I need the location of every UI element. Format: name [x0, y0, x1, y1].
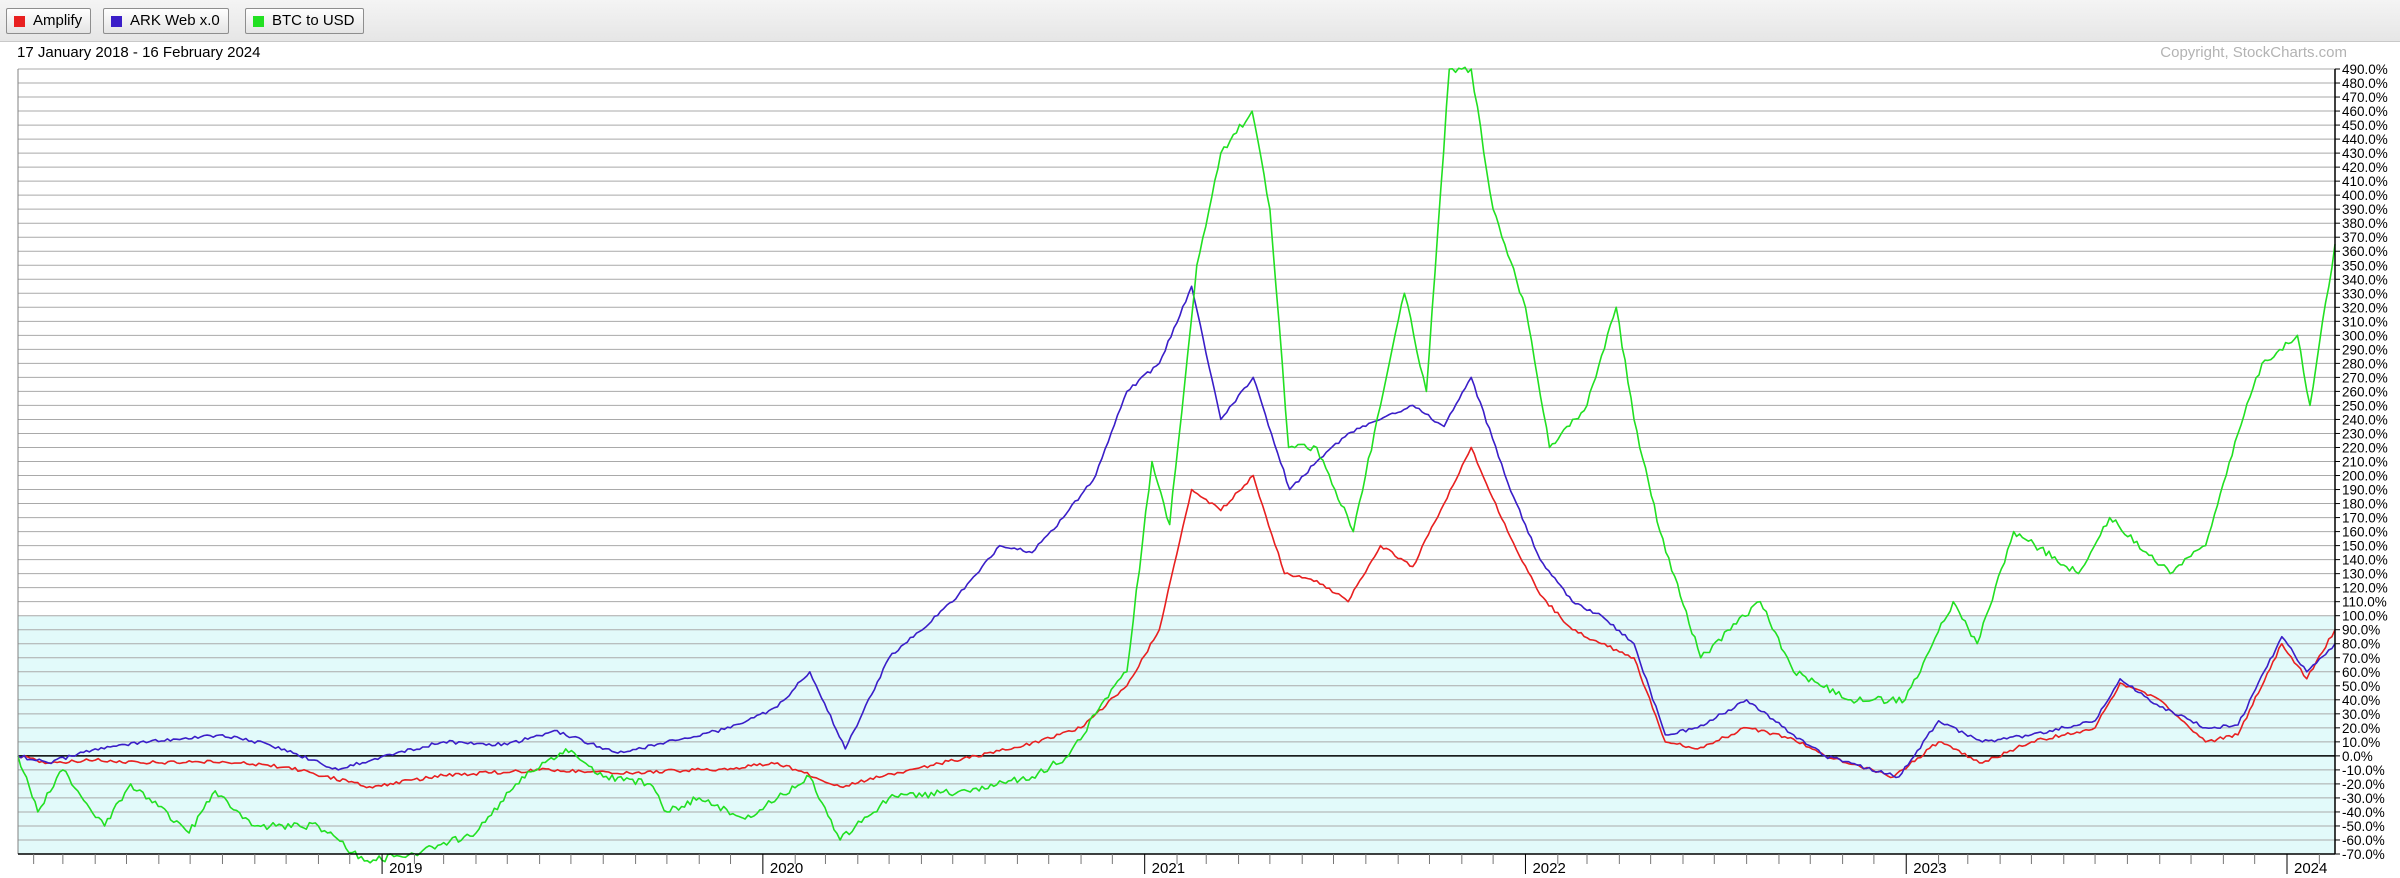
- y-axis-tick-labels: -70.0%-60.0%-50.0%-40.0%-30.0%-20.0%-10.…: [2335, 62, 2388, 862]
- y-tick-label: 110.0%: [2342, 595, 2387, 610]
- y-tick-label: 380.0%: [2342, 216, 2388, 231]
- x-axis-tick-labels: 2019 2020 2021 2022 2023 2024: [33, 854, 2327, 877]
- y-tick-label: -60.0%: [2342, 833, 2385, 848]
- y-tick-label: 0.0%: [2342, 749, 2373, 764]
- y-tick-label: 200.0%: [2342, 469, 2388, 484]
- y-tick-label: 410.0%: [2342, 174, 2388, 189]
- legend-swatch-ark-web: [111, 15, 122, 27]
- legend-label-amplify: Amplify: [33, 12, 83, 29]
- y-tick-label: 480.0%: [2342, 76, 2388, 91]
- x-tick-label: 2019: [389, 860, 422, 877]
- plot-bg-lower: [18, 615, 2335, 854]
- legend-bar: Amplify ARK Web x.0 BTC to USD: [0, 0, 2400, 42]
- y-tick-label: 230.0%: [2342, 426, 2388, 441]
- y-tick-label: 60.0%: [2342, 665, 2380, 680]
- series-lines: [17, 66, 2336, 864]
- y-tick-label: 390.0%: [2342, 202, 2388, 217]
- y-tick-label: 150.0%: [2342, 539, 2388, 554]
- series-line-btc-to-usd: [17, 66, 2336, 864]
- y-tick-label: 10.0%: [2342, 735, 2380, 750]
- y-tick-label: 250.0%: [2342, 398, 2388, 413]
- copyright-notice: Copyright, StockCharts.com: [2160, 44, 2347, 61]
- legend-item-amplify[interactable]: Amplify: [6, 8, 92, 34]
- y-tick-label: 180.0%: [2342, 497, 2388, 512]
- y-tick-label: -30.0%: [2342, 791, 2385, 806]
- y-tick-label: 400.0%: [2342, 188, 2388, 203]
- y-tick-label: 490.0%: [2342, 62, 2388, 77]
- y-tick-label: 340.0%: [2342, 272, 2388, 287]
- y-tick-label: 430.0%: [2342, 146, 2388, 161]
- y-tick-label: 450.0%: [2342, 118, 2388, 133]
- y-tick-label: 130.0%: [2342, 567, 2388, 582]
- y-tick-label: 210.0%: [2342, 455, 2388, 470]
- x-tick-label: 2020: [770, 860, 803, 877]
- series-line-ark-web-x-0: [17, 285, 2336, 779]
- y-tick-label: 190.0%: [2342, 483, 2388, 498]
- y-tick-label: 40.0%: [2342, 693, 2380, 708]
- x-tick-label: 2022: [1532, 860, 1565, 877]
- y-tick-label: 80.0%: [2342, 637, 2380, 652]
- y-tick-label: -10.0%: [2342, 763, 2385, 778]
- y-tick-label: 330.0%: [2342, 286, 2388, 301]
- y-tick-label: 100.0%: [2342, 609, 2388, 624]
- y-tick-label: 140.0%: [2342, 553, 2388, 568]
- y-tick-label: 260.0%: [2342, 384, 2388, 399]
- plot-background: [18, 69, 2335, 854]
- plot-bg-upper: [18, 69, 2335, 616]
- y-tick-label: 290.0%: [2342, 342, 2388, 357]
- legend-item-ark-web[interactable]: ARK Web x.0: [103, 8, 229, 34]
- y-tick-label: 280.0%: [2342, 356, 2388, 371]
- y-tick-label: 70.0%: [2342, 651, 2380, 666]
- y-tick-label: 460.0%: [2342, 104, 2388, 119]
- y-tick-label: 300.0%: [2342, 328, 2388, 343]
- y-tick-label: 420.0%: [2342, 160, 2388, 175]
- y-tick-label: 360.0%: [2342, 244, 2388, 259]
- series-line-amplify: [17, 446, 2336, 789]
- y-tick-label: 220.0%: [2342, 440, 2388, 455]
- y-tick-label: 50.0%: [2342, 679, 2380, 694]
- y-tick-label: 320.0%: [2342, 300, 2388, 315]
- y-tick-label: -40.0%: [2342, 805, 2385, 820]
- y-tick-label: -20.0%: [2342, 777, 2385, 792]
- x-tick-label: 2024: [2294, 860, 2327, 877]
- legend-swatch-amplify: [14, 15, 25, 27]
- legend-label-btc-usd: BTC to USD: [272, 12, 355, 29]
- y-tick-label: 170.0%: [2342, 511, 2388, 526]
- y-tick-label: 270.0%: [2342, 370, 2388, 385]
- y-tick-label: 370.0%: [2342, 230, 2388, 245]
- legend-item-btc-usd[interactable]: BTC to USD: [245, 8, 364, 34]
- y-tick-label: 440.0%: [2342, 132, 2388, 147]
- legend-swatch-btc-usd: [253, 15, 264, 27]
- x-tick-label: 2023: [1913, 860, 1946, 877]
- legend-label-ark-web: ARK Web x.0: [130, 12, 220, 29]
- y-tick-label: 30.0%: [2342, 707, 2380, 722]
- y-tick-label: 240.0%: [2342, 412, 2388, 427]
- y-tick-label: -70.0%: [2342, 847, 2385, 862]
- y-tick-label: 350.0%: [2342, 258, 2388, 273]
- y-tick-label: 470.0%: [2342, 90, 2388, 105]
- y-tick-label: 310.0%: [2342, 314, 2388, 329]
- x-tick-label: 2021: [1152, 860, 1185, 877]
- date-range: 17 January 2018 - 16 February 2024: [17, 44, 261, 61]
- y-tick-label: 160.0%: [2342, 525, 2388, 540]
- y-tick-label: 120.0%: [2342, 581, 2388, 596]
- y-tick-label: -50.0%: [2342, 819, 2385, 834]
- y-tick-label: 90.0%: [2342, 623, 2380, 638]
- y-tick-label: 20.0%: [2342, 721, 2380, 736]
